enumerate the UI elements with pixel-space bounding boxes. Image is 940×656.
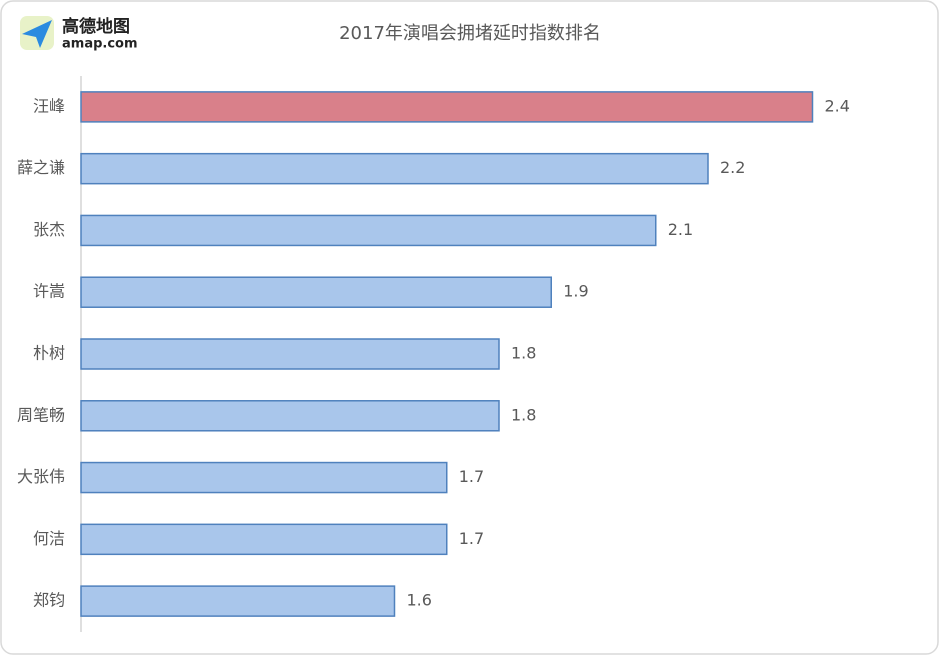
chart-title: 2017年演唱会拥堵延时指数排名	[339, 23, 601, 44]
logo-site: amap.com	[62, 37, 138, 52]
bar	[80, 276, 552, 308]
value-label: 1.9	[563, 282, 588, 301]
value-label: 2.4	[825, 96, 850, 115]
value-label: 1.7	[459, 529, 484, 548]
y-tick-label: 周笔畅	[17, 405, 65, 424]
value-label: 2.2	[720, 158, 745, 177]
bar	[80, 91, 814, 123]
y-tick-label: 何洁	[33, 529, 65, 548]
value-label: 1.8	[511, 405, 536, 424]
bar	[80, 214, 657, 247]
value-label: 1.8	[511, 344, 536, 363]
bar	[80, 523, 448, 556]
logo-name: 高德地图	[62, 16, 130, 37]
value-label: 1.6	[407, 591, 432, 610]
logo: 高德地图 amap.com	[20, 16, 138, 52]
value-label: 2.1	[668, 220, 693, 239]
bar	[80, 461, 448, 494]
logo-arrow	[22, 20, 52, 48]
y-tick-label: 张杰	[33, 220, 65, 239]
bar	[80, 585, 396, 617]
y-tick-label: 薛之谦	[17, 158, 65, 177]
y-tick-label: 郑钧	[33, 591, 65, 610]
bar	[80, 400, 500, 432]
y-tick-label: 大张伟	[17, 467, 65, 486]
value-label: 1.7	[459, 467, 484, 486]
bar	[80, 338, 500, 370]
y-tick-label: 许嵩	[33, 282, 65, 301]
bar	[80, 152, 709, 185]
y-tick-label: 汪峰	[33, 96, 65, 115]
y-tick-label: 朴树	[33, 344, 65, 363]
